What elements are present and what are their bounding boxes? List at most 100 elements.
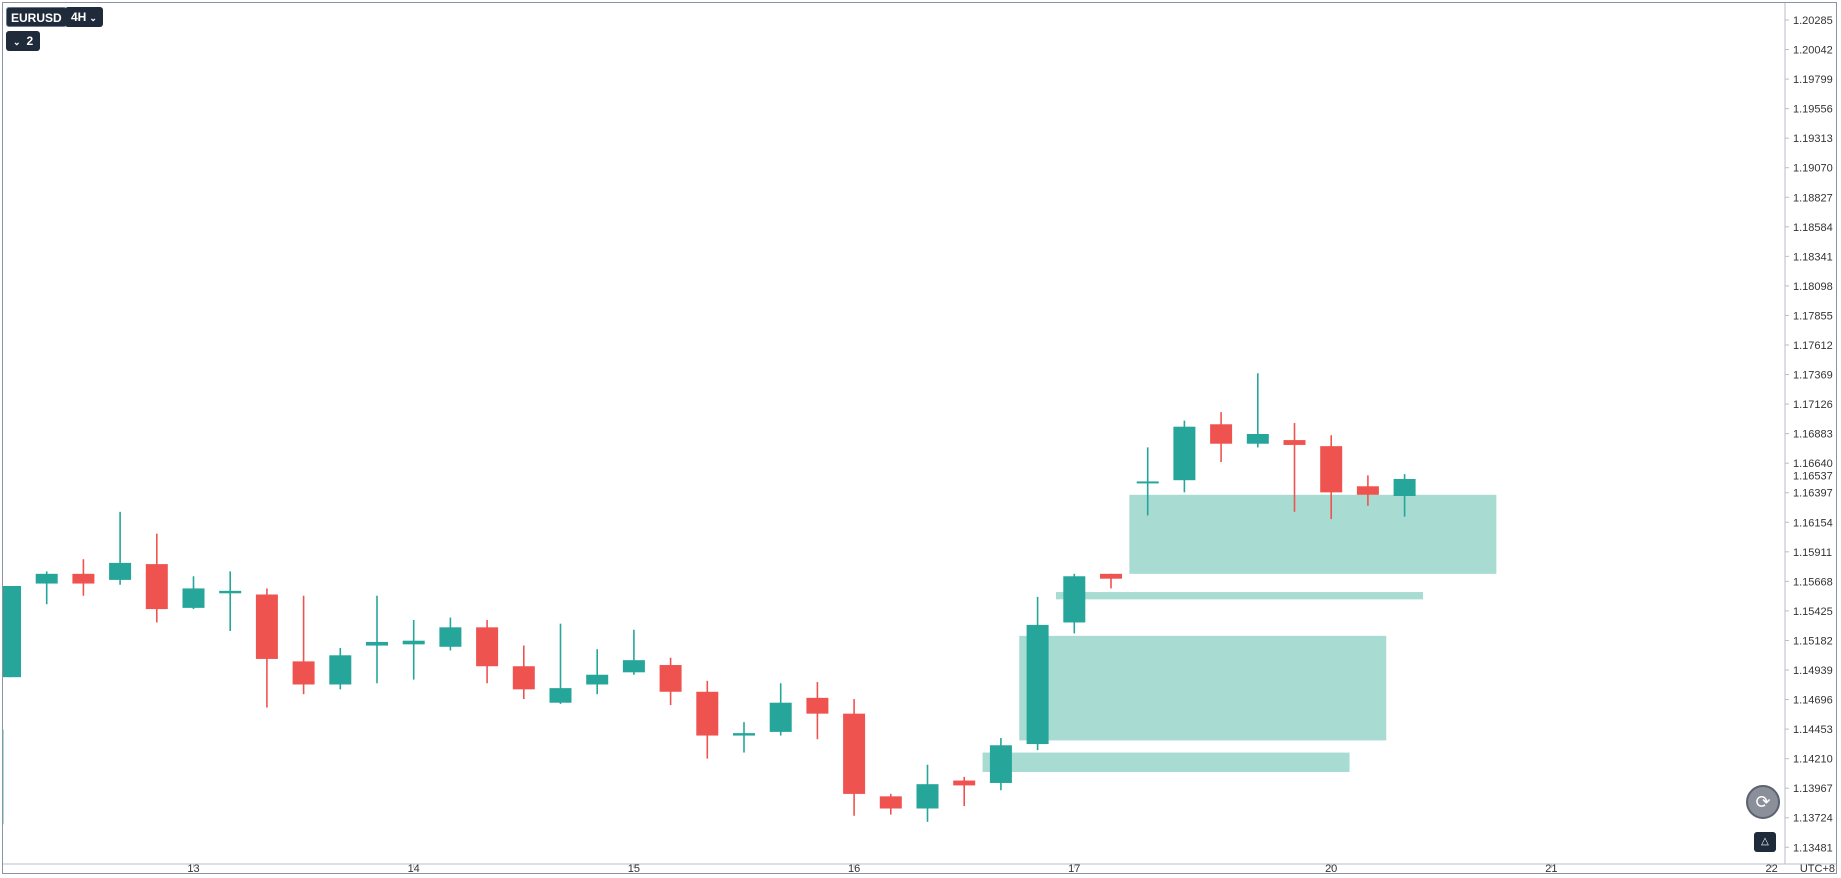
- price-tick-label-19: 1.15668: [1793, 576, 1833, 588]
- candle-body-8: [292, 661, 315, 685]
- price-tick-label-27: 1.13724: [1793, 813, 1833, 825]
- candle-13: [476, 620, 499, 684]
- date-tick-label-0: 13: [187, 863, 199, 875]
- price-tick-label-10: 1.17855: [1793, 310, 1833, 322]
- price-tick-label-5: 1.19070: [1793, 163, 1833, 175]
- candle-10: [366, 595, 388, 684]
- candle-38: [1393, 474, 1416, 517]
- candles-layer: [3, 373, 1416, 822]
- candle-body-11: [402, 640, 425, 645]
- price-tick-label-0: 1.20285: [1793, 15, 1833, 27]
- price-tick-label-24: 1.14453: [1793, 724, 1833, 736]
- price-tick-label-1: 1.20042: [1793, 45, 1833, 57]
- candle-2: [72, 559, 95, 596]
- candle-23: [843, 699, 866, 816]
- timeframe-dropdown[interactable]: 4H ⌄: [65, 7, 103, 27]
- candle-body-5: [182, 588, 205, 608]
- price-tick-label-6: 1.18827: [1793, 192, 1833, 204]
- price-tick-label-2: 1.19799: [1793, 74, 1833, 86]
- price-tick-label-21: 1.15182: [1793, 635, 1833, 647]
- date-tick-label-4: 17: [1068, 863, 1080, 875]
- price-tick-label-8: 1.18341: [1793, 251, 1833, 263]
- candle-34: [1246, 373, 1269, 448]
- candle-body-4: [145, 564, 168, 610]
- candle-body-7: [255, 594, 278, 659]
- candle-1: [35, 571, 58, 605]
- candle-body-38: [1393, 478, 1416, 497]
- candle-3: [109, 511, 132, 585]
- candle-19: [696, 680, 719, 759]
- candle-body-9: [329, 655, 352, 685]
- price-tick-label-28: 1.13481: [1793, 842, 1833, 854]
- price-tick-label-9: 1.18098: [1793, 281, 1833, 293]
- zone-rect-0: [1129, 494, 1497, 574]
- candle-28: [1026, 596, 1049, 751]
- candle-body-37: [1356, 486, 1379, 495]
- candle-body-25: [916, 784, 939, 809]
- candle-body-35: [1283, 440, 1306, 445]
- candle-body-23: [843, 713, 866, 794]
- candle-18: [659, 657, 682, 706]
- candle-body-19: [696, 691, 719, 736]
- candle-22: [806, 682, 829, 740]
- reset-chart-button[interactable]: ⟳: [1746, 785, 1780, 819]
- timeframe-label: 4H: [71, 10, 87, 24]
- candle-body-31: [1136, 481, 1159, 484]
- candle-body-18: [659, 665, 682, 692]
- price-axis[interactable]: 1.20285 1.20042 1.19799 1.19556 1.19313 1.190…: [1785, 15, 1833, 854]
- auto-scale-button[interactable]: △: [1754, 832, 1776, 852]
- candle-body-12: [439, 627, 462, 647]
- candle-body-33: [1210, 424, 1233, 444]
- price-tick-label-11: 1.17612: [1793, 340, 1833, 352]
- candle-body-36: [1320, 446, 1343, 493]
- date-tick-label-6: 21: [1545, 863, 1557, 875]
- candle-27: [989, 737, 1012, 791]
- candle-6: [219, 571, 242, 631]
- indicator-count: 2: [26, 34, 34, 48]
- indicators-toggle[interactable]: ⌄ 2: [6, 31, 41, 51]
- candle-5: [182, 576, 205, 610]
- candle-35: [1283, 423, 1306, 512]
- candle-body-6: [219, 590, 242, 594]
- timezone-label: UTC+8: [1799, 863, 1835, 875]
- candle-25: [916, 764, 939, 822]
- symbol-badge[interactable]: EURUSD: [6, 7, 67, 27]
- candle-body-17: [622, 660, 645, 673]
- chevron-down-icon: ⌄: [13, 37, 21, 47]
- candle-21: [769, 683, 792, 736]
- candle-body-29: [1063, 576, 1086, 623]
- zone-rect-4: [3, 729, 4, 825]
- date-tick-label-7: 22: [1765, 863, 1777, 875]
- date-tick-label-2: 15: [628, 863, 640, 875]
- time-axis[interactable]: 13 14 15 16 17 20 21 22: [187, 863, 1777, 875]
- candle-body-21: [769, 702, 792, 732]
- candle-body-0: [3, 585, 21, 678]
- candle-11: [402, 620, 425, 680]
- price-tick-label-25: 1.14210: [1793, 754, 1833, 766]
- price-tick-label-20: 1.15425: [1793, 606, 1833, 618]
- candle-body-32: [1173, 426, 1196, 481]
- price-tick-label-15: 1.16640: [1793, 458, 1833, 470]
- candle-body-14: [512, 666, 535, 690]
- candle-26: [953, 776, 976, 807]
- candle-9: [329, 648, 352, 690]
- candle-body-26: [953, 780, 976, 786]
- price-tick-label-18: 1.15911: [1793, 547, 1832, 559]
- candle-body-1: [35, 573, 58, 584]
- candle-37: [1356, 475, 1379, 506]
- chevron-down-icon: ⌄: [89, 13, 97, 23]
- candle-body-34: [1246, 434, 1269, 444]
- candle-29: [1063, 573, 1086, 634]
- candle-30: [1100, 573, 1122, 589]
- zone-rect-3: [982, 752, 1350, 773]
- candle-17: [622, 629, 645, 675]
- price-tick-label-16: 1.16397: [1793, 488, 1833, 500]
- candle-body-24: [879, 796, 902, 809]
- price-tick-label-26: 1.13967: [1793, 783, 1833, 795]
- candle-body-3: [109, 562, 132, 580]
- zone-rect-1: [1055, 592, 1423, 600]
- refresh-arrow-icon: ⟳: [1755, 792, 1771, 812]
- price-tick-label-22: 1.14939: [1793, 665, 1833, 677]
- candle-0: [3, 585, 21, 678]
